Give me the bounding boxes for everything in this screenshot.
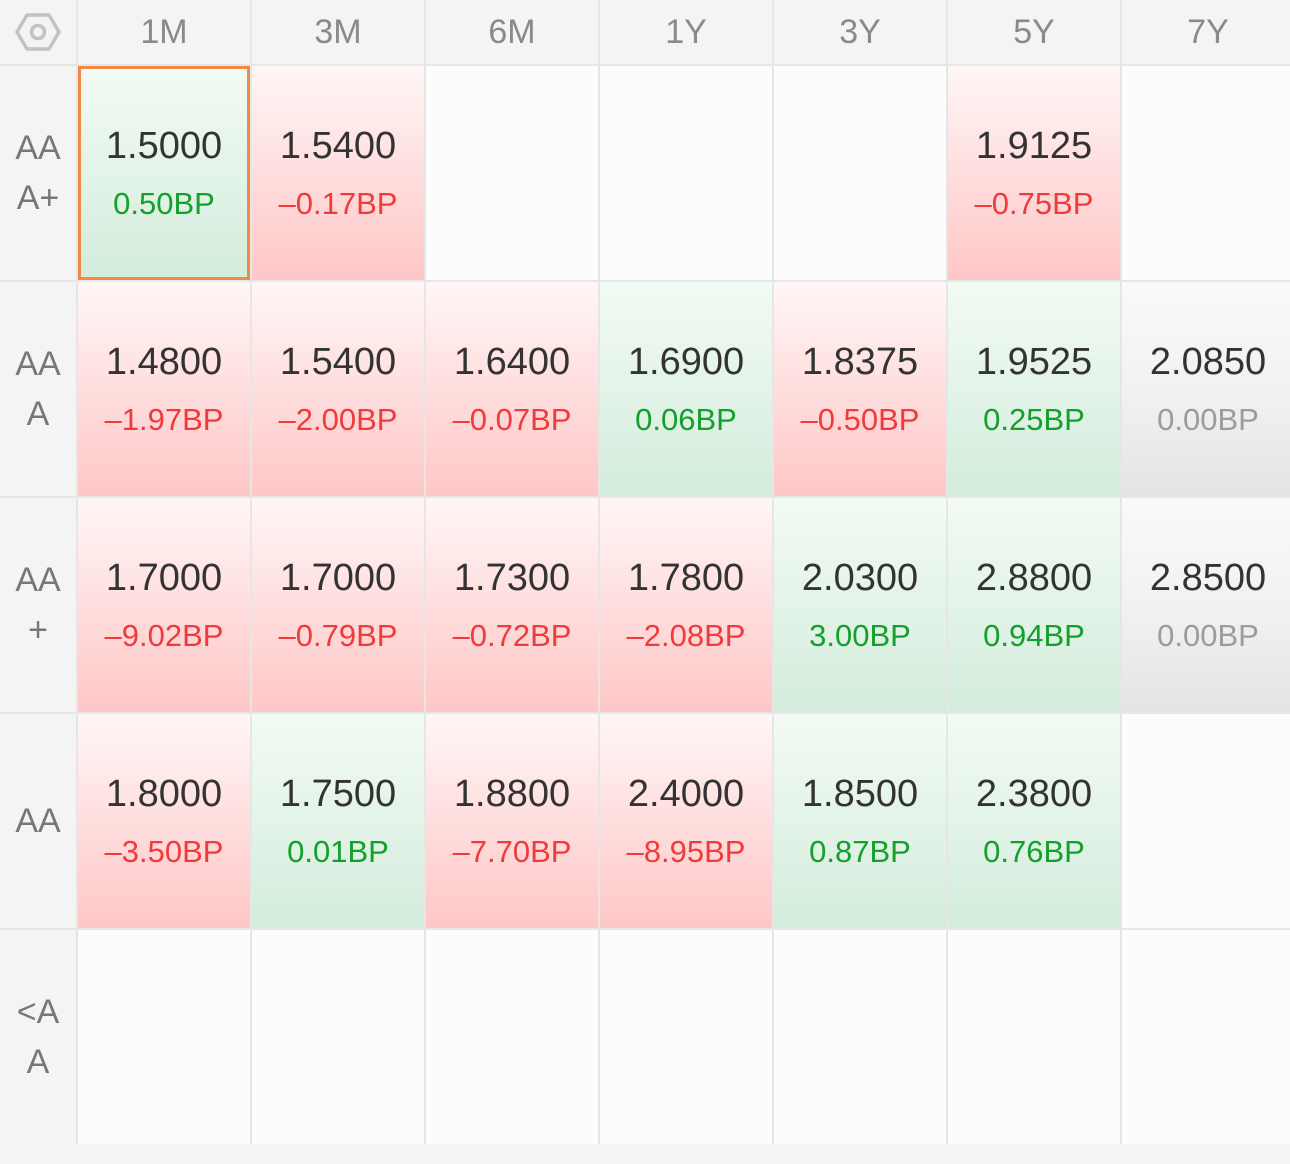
quote-cell[interactable]: 2.8500 0.00BP (1122, 498, 1290, 712)
yield-value: 1.7000 (279, 557, 397, 599)
yield-value: 2.8800 (975, 557, 1093, 599)
empty-quote-cell[interactable] (78, 930, 250, 1144)
yield-value: 1.8375 (801, 341, 919, 383)
bp-change: –0.50BP (800, 402, 920, 437)
bp-change: –0.72BP (452, 618, 572, 653)
yield-value: 1.7800 (627, 557, 745, 599)
row-header[interactable]: AA A+ (0, 66, 76, 280)
yield-value: 2.0300 (801, 557, 919, 599)
quote-cell[interactable]: 2.0850 0.00BP (1122, 282, 1290, 496)
yield-value: 1.7500 (279, 773, 397, 815)
column-header-5y[interactable]: 5Y (948, 0, 1120, 64)
empty-quote-cell[interactable] (774, 66, 946, 280)
yield-value: 1.5000 (105, 125, 223, 167)
empty-quote-cell[interactable] (426, 930, 598, 1144)
bp-change: 0.25BP (983, 402, 1085, 437)
bp-change: 0.01BP (287, 834, 389, 869)
bp-change: –0.79BP (278, 618, 398, 653)
bp-change: –2.00BP (278, 402, 398, 437)
column-header-3y[interactable]: 3Y (774, 0, 946, 64)
bp-change: –9.02BP (104, 618, 224, 653)
bp-change: 0.06BP (635, 402, 737, 437)
quote-cell[interactable]: 1.5000 0.50BP (78, 66, 250, 280)
bp-change: 0.76BP (983, 834, 1085, 869)
quote-cell[interactable]: 1.8500 0.87BP (774, 714, 946, 928)
quote-cell[interactable]: 1.9525 0.25BP (948, 282, 1120, 496)
empty-quote-cell[interactable] (426, 66, 598, 280)
yield-value: 1.4800 (105, 341, 223, 383)
bp-change: –0.17BP (278, 186, 398, 221)
column-header-7y[interactable]: 7Y (1122, 0, 1290, 64)
bp-change: 0.50BP (113, 186, 215, 221)
quote-cell[interactable]: 1.7000 –9.02BP (78, 498, 250, 712)
quote-cell[interactable]: 2.4000 –8.95BP (600, 714, 772, 928)
bp-change: 0.00BP (1157, 618, 1259, 653)
empty-quote-cell[interactable] (1122, 66, 1290, 280)
yield-value: 2.0850 (1149, 341, 1267, 383)
quote-cell[interactable]: 1.7300 –0.72BP (426, 498, 598, 712)
bp-change: –0.07BP (452, 402, 572, 437)
quote-cell[interactable]: 2.3800 0.76BP (948, 714, 1120, 928)
bp-change: 0.87BP (809, 834, 911, 869)
quote-cell[interactable]: 1.5400 –2.00BP (252, 282, 424, 496)
hexagon-settings-icon (15, 13, 61, 51)
quote-cell[interactable]: 1.6400 –0.07BP (426, 282, 598, 496)
quote-cell[interactable]: 2.0300 3.00BP (774, 498, 946, 712)
column-header-6m[interactable]: 6M (426, 0, 598, 64)
yield-value: 1.9525 (975, 341, 1093, 383)
yield-value: 1.8800 (453, 773, 571, 815)
settings-button[interactable] (0, 0, 76, 64)
empty-quote-cell[interactable] (1122, 714, 1290, 928)
bp-change: –1.97BP (104, 402, 224, 437)
row-header[interactable]: AA + (0, 498, 76, 712)
row-header[interactable]: AA (0, 714, 76, 928)
bp-change: –3.50BP (104, 834, 224, 869)
quote-cell[interactable]: 1.9125 –0.75BP (948, 66, 1120, 280)
yield-value: 2.3800 (975, 773, 1093, 815)
bp-change: 0.94BP (983, 618, 1085, 653)
quote-cell[interactable]: 1.5400 –0.17BP (252, 66, 424, 280)
column-header-3m[interactable]: 3M (252, 0, 424, 64)
bp-change: –8.95BP (626, 834, 746, 869)
quote-cell[interactable]: 1.7000 –0.79BP (252, 498, 424, 712)
yield-value: 1.8500 (801, 773, 919, 815)
empty-quote-cell[interactable] (1122, 930, 1290, 1144)
empty-quote-cell[interactable] (600, 930, 772, 1144)
yield-value: 1.6400 (453, 341, 571, 383)
yield-value: 1.7000 (105, 557, 223, 599)
quote-cell[interactable]: 1.8000 –3.50BP (78, 714, 250, 928)
quote-cell[interactable]: 1.7500 0.01BP (252, 714, 424, 928)
quote-cell[interactable]: 1.8800 –7.70BP (426, 714, 598, 928)
empty-quote-cell[interactable] (774, 930, 946, 1144)
column-header-1y[interactable]: 1Y (600, 0, 772, 64)
column-header-1m[interactable]: 1M (78, 0, 250, 64)
bp-change: –2.08BP (626, 618, 746, 653)
row-header[interactable]: AA A (0, 282, 76, 496)
yield-value: 2.8500 (1149, 557, 1267, 599)
quote-cell[interactable]: 1.7800 –2.08BP (600, 498, 772, 712)
yield-value: 1.9125 (975, 125, 1093, 167)
yield-value: 2.4000 (627, 773, 745, 815)
row-header[interactable]: <A A (0, 930, 76, 1144)
empty-quote-cell[interactable] (252, 930, 424, 1144)
bp-change: 3.00BP (809, 618, 911, 653)
yield-value: 1.8000 (105, 773, 223, 815)
empty-quote-cell[interactable] (600, 66, 772, 280)
yield-value: 1.5400 (279, 341, 397, 383)
bp-change: –7.70BP (452, 834, 572, 869)
yield-value: 1.6900 (627, 341, 745, 383)
empty-quote-cell[interactable] (948, 930, 1120, 1144)
quote-cell[interactable]: 2.8800 0.94BP (948, 498, 1120, 712)
yield-value: 1.7300 (453, 557, 571, 599)
quote-cell[interactable]: 1.8375 –0.50BP (774, 282, 946, 496)
bp-change: 0.00BP (1157, 402, 1259, 437)
yield-value: 1.5400 (279, 125, 397, 167)
quote-cell[interactable]: 1.6900 0.06BP (600, 282, 772, 496)
bp-change: –0.75BP (974, 186, 1094, 221)
quote-cell[interactable]: 1.4800 –1.97BP (78, 282, 250, 496)
